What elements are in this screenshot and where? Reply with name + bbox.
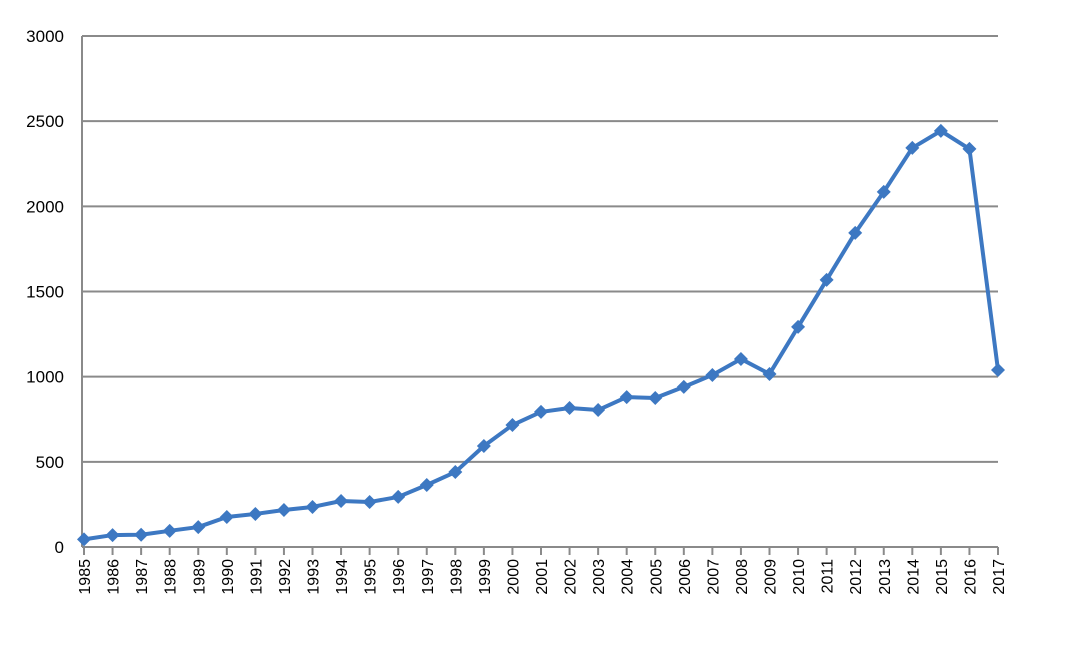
x-tick-label: 2003 <box>591 559 608 595</box>
x-tick-label: 1992 <box>277 559 294 595</box>
data-point-1994 <box>334 494 349 509</box>
data-point-2008 <box>733 351 748 366</box>
x-tick-label: 2005 <box>648 559 665 595</box>
y-tick-label: 2500 <box>26 112 64 131</box>
data-point-2010 <box>791 319 806 334</box>
data-point-2012 <box>848 225 863 240</box>
data-point-1986 <box>105 528 120 543</box>
gridlines <box>82 35 998 548</box>
data-point-2015 <box>933 123 948 138</box>
x-tick-label: 1993 <box>306 559 323 595</box>
data-point-2016 <box>962 141 977 156</box>
x-tick-label: 1988 <box>163 559 180 595</box>
series-line <box>77 123 1005 547</box>
data-point-2000 <box>505 418 520 433</box>
x-tick-label: 2000 <box>505 559 522 595</box>
x-tick-label: 2009 <box>763 559 780 595</box>
x-tick-label: 1985 <box>77 559 94 595</box>
x-tick-label: 2013 <box>877 559 894 595</box>
data-point-1985 <box>77 532 91 547</box>
x-tick-label: 2011 <box>820 559 837 594</box>
y-tick-label: 2000 <box>26 197 64 216</box>
data-point-2014 <box>905 140 920 155</box>
data-point-2001 <box>534 404 548 419</box>
x-tick-label: 1997 <box>420 559 437 595</box>
data-point-2004 <box>619 390 634 405</box>
data-point-1996 <box>391 489 406 504</box>
x-tick-label: 2006 <box>677 559 694 595</box>
data-point-1992 <box>276 503 291 518</box>
data-point-2007 <box>705 367 720 382</box>
series-line-path <box>83 128 1000 542</box>
y-tick-label: 1000 <box>26 368 64 387</box>
x-tick-label: 2012 <box>848 559 865 595</box>
data-point-2003 <box>591 403 606 418</box>
data-point-2005 <box>648 390 663 405</box>
x-axis: 1985 1986 1987 1988 1989 1990 1991 1992 1993 1994… <box>77 36 1008 595</box>
x-tick-label: 2016 <box>962 559 979 595</box>
data-point-1988 <box>162 523 177 538</box>
y-axis-tick-labels: 0 500 1000 1500 2000 2500 3000 <box>26 27 64 557</box>
x-tick-label: 1995 <box>363 559 380 595</box>
data-point-2011 <box>819 272 834 287</box>
data-point-1999 <box>476 438 491 453</box>
data-point-1990 <box>219 510 234 525</box>
x-tick-label: 1998 <box>448 559 465 595</box>
x-tick-label: 2002 <box>563 559 580 595</box>
data-point-1987 <box>134 527 149 542</box>
x-tick-label: 2001 <box>534 559 551 595</box>
data-point-1989 <box>191 520 206 535</box>
x-tick-label: 1996 <box>391 559 408 595</box>
y-tick-label: 1500 <box>26 283 64 302</box>
y-tick-label: 3000 <box>26 27 64 46</box>
data-point-1991 <box>248 506 263 521</box>
x-tick-label: 2010 <box>791 559 808 595</box>
x-tick-label: 2004 <box>620 559 637 595</box>
data-point-1993 <box>305 499 320 514</box>
x-tick-label: 1986 <box>106 559 123 595</box>
data-point-1998 <box>448 465 463 480</box>
x-tick-label: 2015 <box>934 559 951 595</box>
y-tick-label: 500 <box>36 453 64 472</box>
x-tick-label: 1994 <box>334 559 351 595</box>
data-point-2002 <box>562 401 577 416</box>
y-tick-label: 0 <box>55 538 64 557</box>
x-tick-label: 1989 <box>191 559 208 595</box>
data-point-2006 <box>676 379 691 394</box>
x-tick-label: 1999 <box>477 559 494 595</box>
x-tick-label: 2008 <box>734 559 751 595</box>
data-point-2013 <box>876 184 891 199</box>
data-point-2017 <box>991 363 1005 378</box>
x-tick-label: 2014 <box>905 559 922 595</box>
data-point-1995 <box>362 495 377 510</box>
data-point-1997 <box>419 477 434 492</box>
data-point-2009 <box>762 366 777 381</box>
x-tick-label: 1987 <box>134 559 151 595</box>
x-tick-label: 1990 <box>220 559 237 595</box>
x-tick-label: 1991 <box>248 559 265 595</box>
x-tick-label: 2017 <box>991 559 1008 595</box>
x-tick-label: 2007 <box>705 559 722 595</box>
